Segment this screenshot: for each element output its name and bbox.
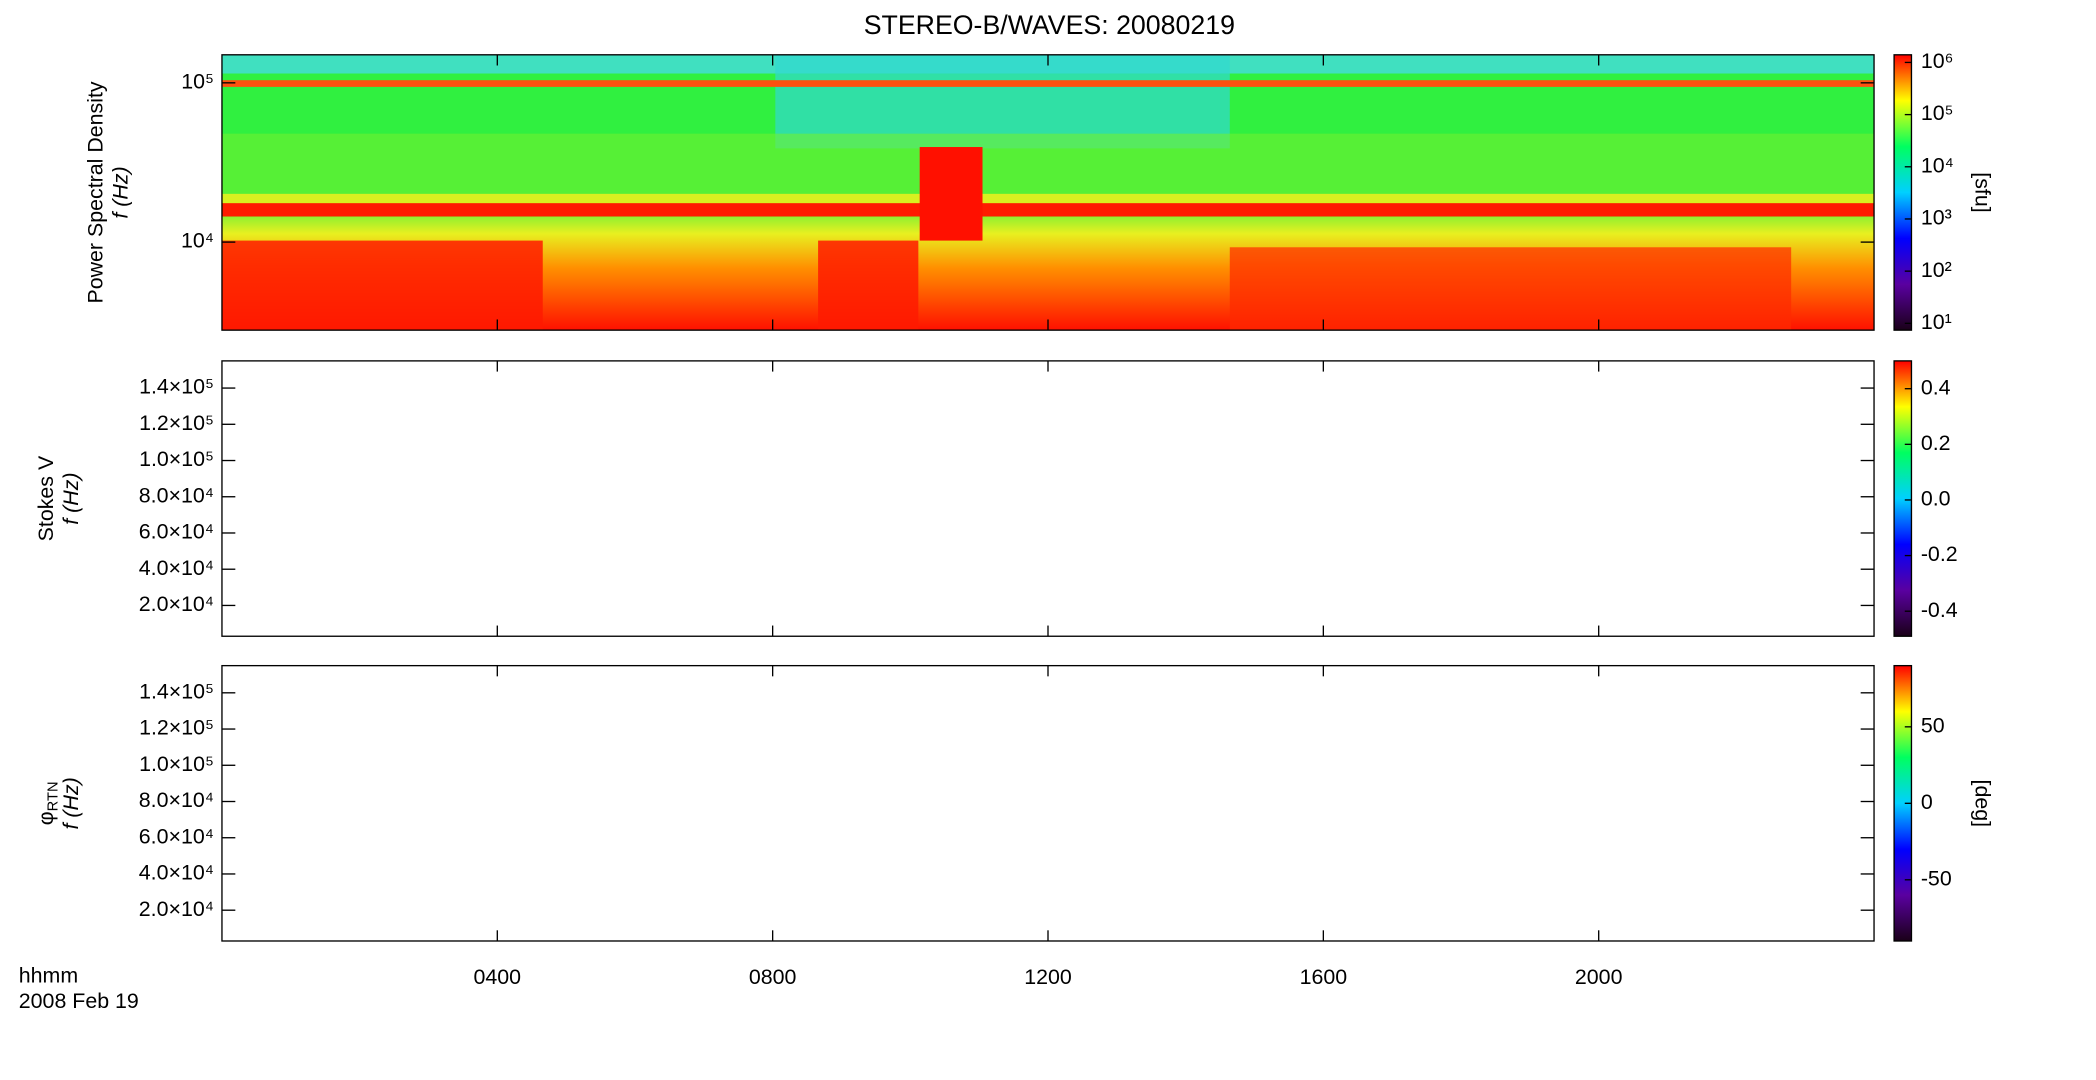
y-tick-label: 1.0×10⁵ — [139, 447, 214, 471]
x-tick-label: 0800 — [749, 965, 797, 989]
colorbar-tick-label: -50 — [1921, 866, 1952, 890]
y-tick-label: 2.0×10⁴ — [139, 897, 214, 921]
colorbar-tick-label: 0.2 — [1921, 431, 1951, 455]
colorbar-label: [sfu] — [1970, 172, 1994, 212]
colorbar-tick-label: -0.2 — [1921, 542, 1958, 566]
colorbar — [1893, 54, 1913, 331]
x-axis-label: hhmm — [19, 964, 78, 988]
x-tick-label: 2000 — [1575, 965, 1623, 989]
y-tick-label: 4.0×10⁴ — [139, 556, 214, 580]
colorbar — [1893, 360, 1913, 637]
y-tick-label: 8.0×10⁴ — [139, 483, 214, 507]
spectrogram-image — [221, 54, 1875, 331]
colorbar-tick-label: 10⁵ — [1921, 101, 1954, 125]
colorbar-tick-label: 0.4 — [1921, 375, 1951, 399]
y-tick-label: 1.0×10⁵ — [139, 752, 214, 776]
colorbar-tick-label: 0 — [1921, 790, 1933, 814]
y-tick-label: 1.2×10⁵ — [139, 411, 214, 435]
colorbar-tick-label: 0.0 — [1921, 487, 1951, 511]
y-tick-label: 6.0×10⁴ — [139, 824, 214, 848]
y-axis-label-main: φ — [34, 811, 58, 825]
y-tick-label: 10⁵ — [181, 69, 214, 93]
x-tick-label: 1600 — [1300, 965, 1348, 989]
y-tick-label: 8.0×10⁴ — [139, 788, 214, 812]
y-tick-label: 4.0×10⁴ — [139, 861, 214, 885]
colorbar-tick-label: 10⁴ — [1921, 153, 1954, 177]
colorbar-tick-label: 10¹ — [1921, 310, 1952, 334]
y-axis-label: f (Hz) — [59, 777, 83, 829]
x-axis-label-date: 2008 Feb 19 — [19, 989, 139, 1013]
plot-frame — [221, 664, 1875, 942]
colorbar-label: [deg] — [1970, 780, 1994, 828]
y-axis-label: Power Spectral Density — [83, 81, 107, 303]
y-axis-label: φRTN — [34, 781, 62, 825]
y-axis-label-subscript: RTN — [45, 781, 61, 811]
y-axis-label-main: Stokes V — [34, 455, 58, 541]
y-tick-label: 1.4×10⁵ — [139, 375, 214, 399]
colorbar-tick-label: 10⁶ — [1921, 49, 1954, 73]
y-axis-label: f (Hz) — [108, 166, 132, 218]
y-tick-label: 1.2×10⁵ — [139, 716, 214, 740]
y-axis-label-main: Power Spectral Density — [83, 81, 107, 303]
colorbar-tick-label: 10³ — [1921, 206, 1952, 230]
y-tick-label: 6.0×10⁴ — [139, 520, 214, 544]
colorbar-tick-label: 50 — [1921, 713, 1945, 737]
y-tick-label: 2.0×10⁴ — [139, 592, 214, 616]
y-axis-label: Stokes V — [34, 455, 58, 541]
y-tick-label: 10⁴ — [181, 229, 214, 253]
colorbar-tick-label: 10² — [1921, 258, 1952, 282]
colorbar-tick-label: -0.4 — [1921, 598, 1958, 622]
x-tick-label: 0400 — [474, 965, 522, 989]
x-tick-label: 1200 — [1024, 965, 1072, 989]
y-axis-label: f (Hz) — [59, 472, 83, 524]
plot-frame — [221, 360, 1875, 637]
y-tick-label: 1.4×10⁵ — [139, 679, 214, 703]
chart-title: STEREO-B/WAVES: 20080219 — [864, 10, 1235, 40]
